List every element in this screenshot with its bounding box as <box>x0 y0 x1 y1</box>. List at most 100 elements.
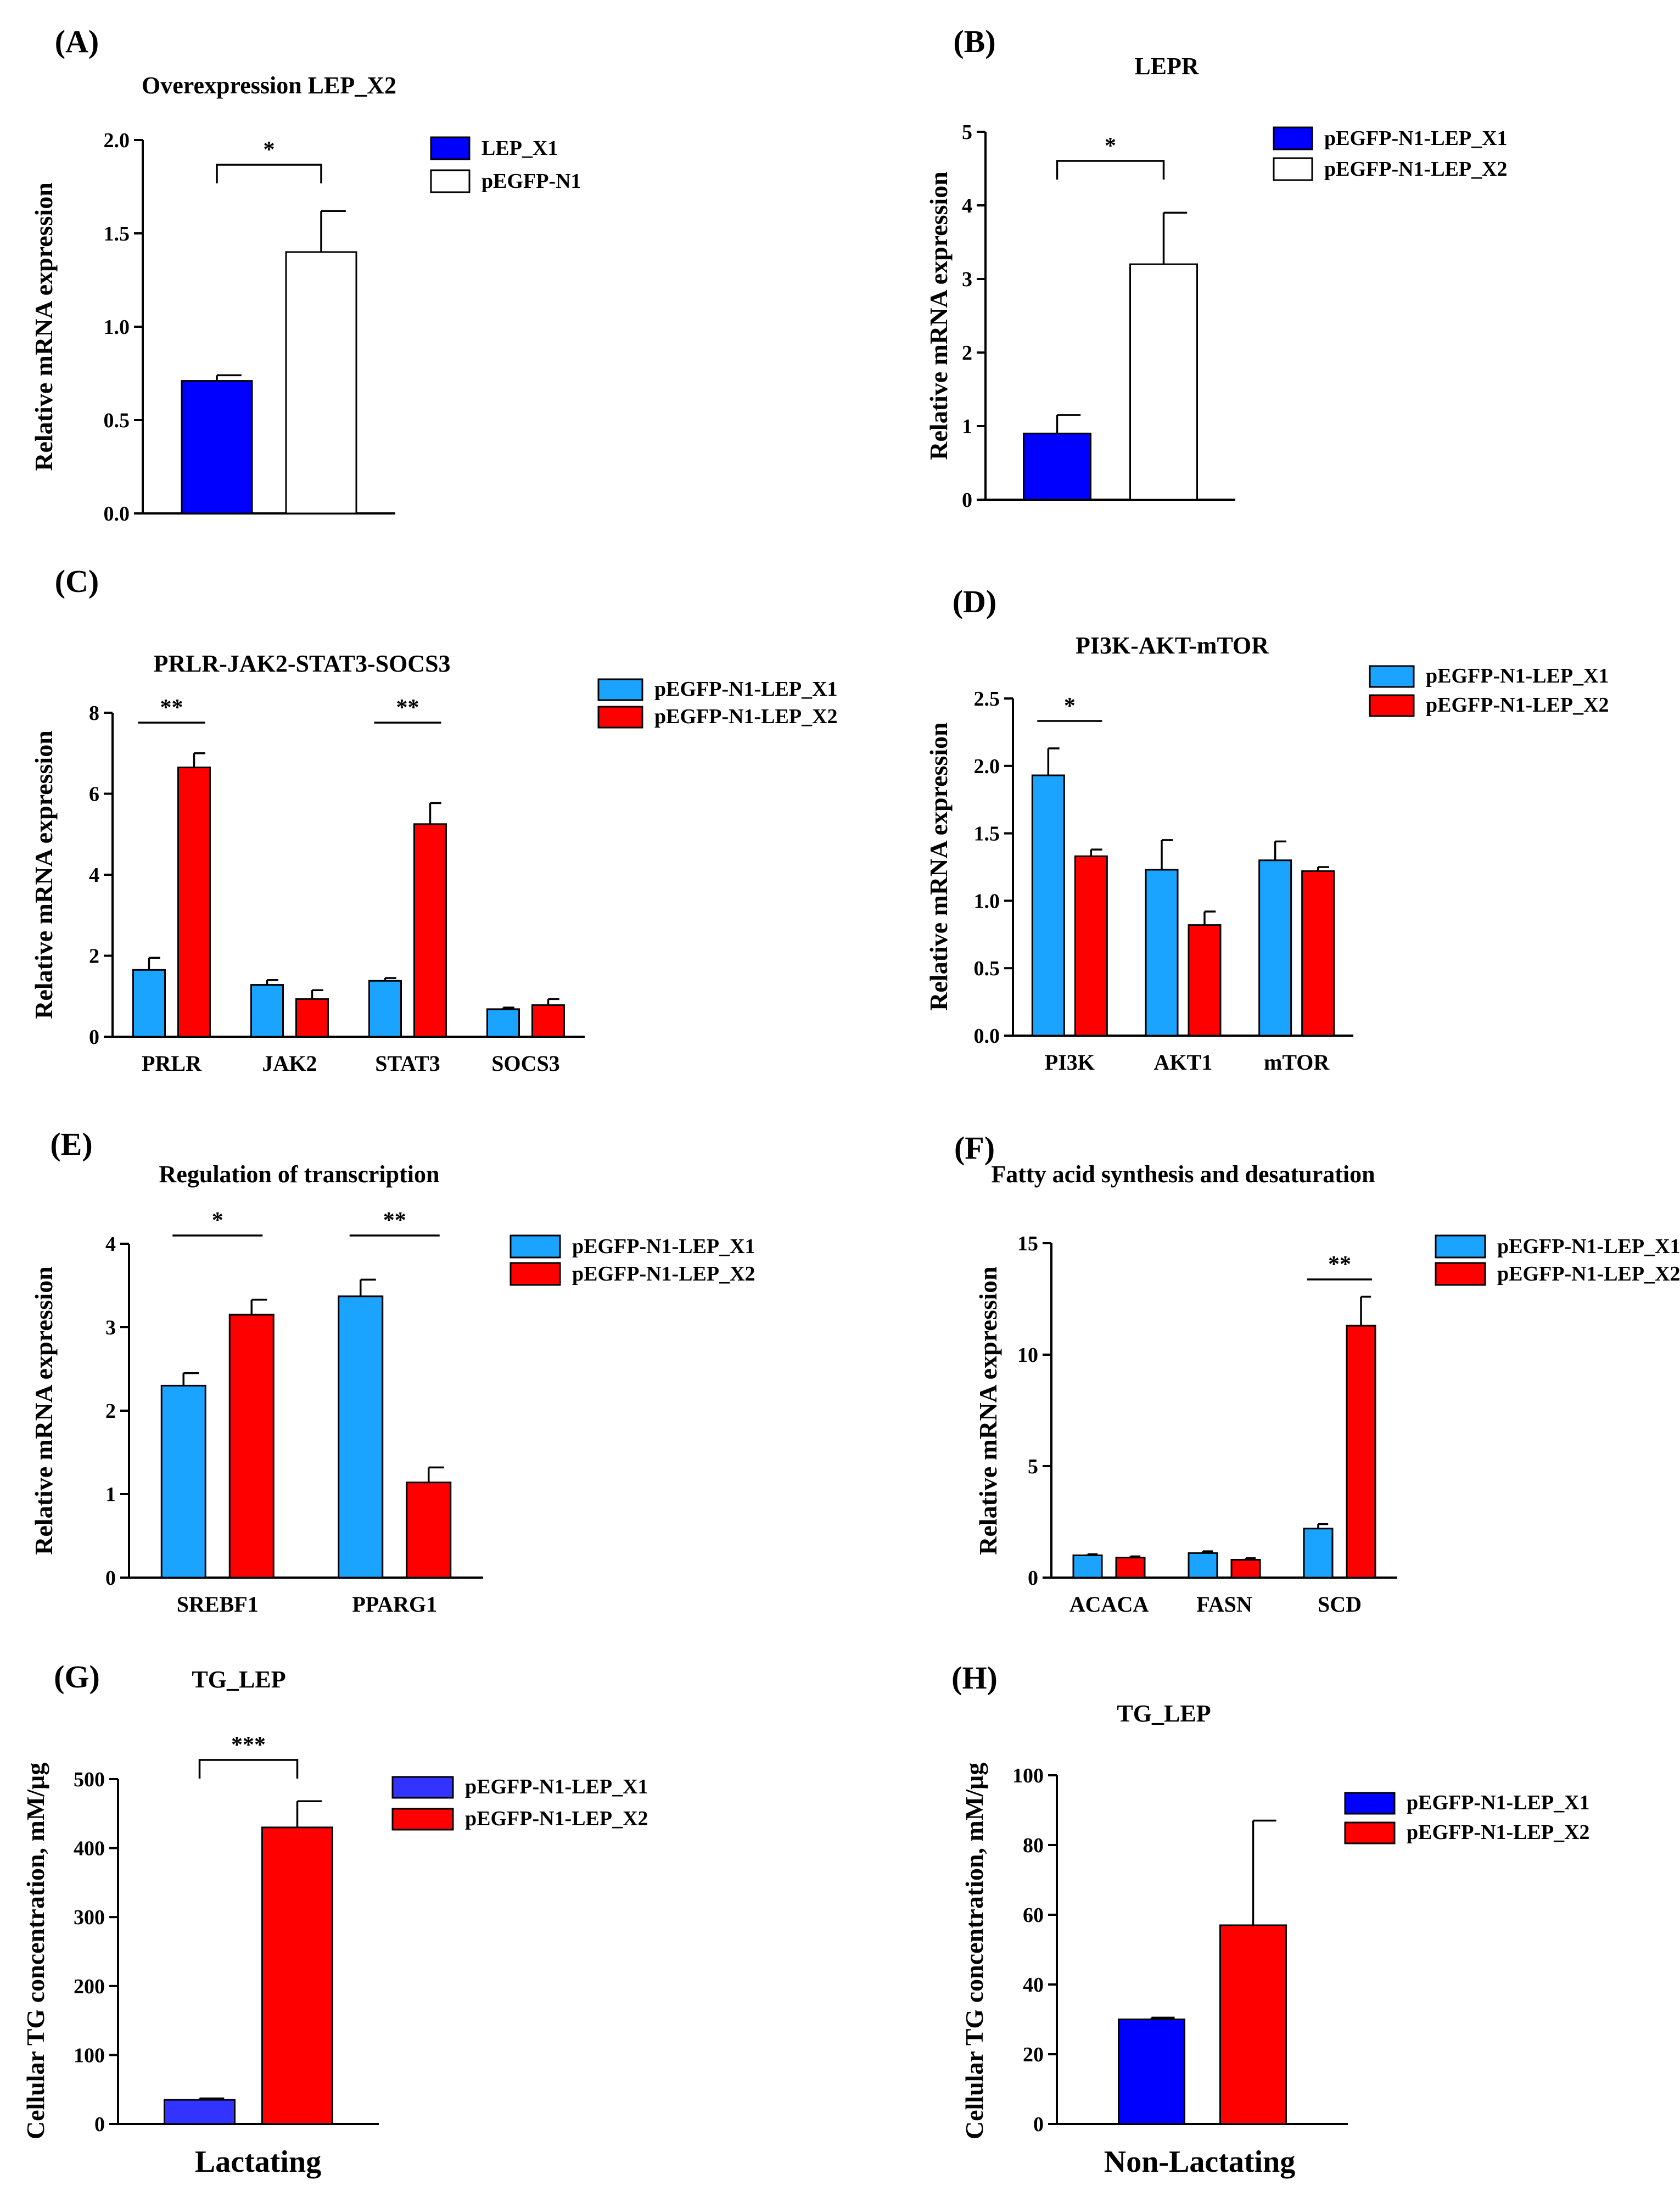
significance-marker: *** <box>231 1732 266 1758</box>
bar-pegfp-n1-lep-x2 <box>1219 1924 1287 2125</box>
y-tick-label: 0 <box>1033 2113 1044 2136</box>
panel-h: (H) TG_LEP Cellular TG concentration, mM/μ… <box>951 1660 1589 2179</box>
bar-lep-x1 <box>181 380 253 515</box>
x-axis-label: Lactating <box>195 2145 321 2179</box>
y-tick-label: 40 <box>1023 1974 1044 1997</box>
y-tick-label: 200 <box>74 1975 105 1998</box>
y-tick-label: 6 <box>89 783 99 806</box>
bar-pegfp-n1-lep-x1-prlr <box>132 969 166 1038</box>
x-category-label: JAK2 <box>262 1051 317 1076</box>
y-axis-label: Relative mRNA expression <box>925 722 953 1011</box>
x-category-label: ACACA <box>1069 1592 1149 1617</box>
bar-pegfp-n1-lep-x1-mtor <box>1258 859 1292 1037</box>
bar-pegfp-n1-lep-x1-socs3 <box>486 1008 520 1038</box>
legend-swatch <box>430 136 471 160</box>
bar-pegfp-n1-lep-x1 <box>1118 2019 1185 2125</box>
legend-swatch <box>391 1776 454 1799</box>
bar-pegfp-n1-lep-x2-stat3 <box>413 823 447 1038</box>
bar-pegfp-n1-lep-x2 <box>1129 263 1198 501</box>
panel-e: (E) Regulation of transcription Relative m… <box>30 1126 755 1617</box>
y-tick-label: 3 <box>105 1316 116 1339</box>
bar-pegfp-n1-lep-x1-acaca <box>1072 1554 1103 1579</box>
legend-label: pEGFP-N1-LEP_X1 <box>465 1775 648 1798</box>
legend-swatch <box>1435 1262 1486 1286</box>
significance-marker: ** <box>396 695 419 720</box>
y-tick-label: 400 <box>74 1837 105 1860</box>
bar-pegfp-n1-lep-x2-socs3 <box>531 1004 565 1038</box>
legend-swatch <box>1344 1821 1396 1844</box>
y-tick-label: 20 <box>1023 2043 1044 2066</box>
y-tick-label: 0.0 <box>104 502 130 526</box>
legend-label: pEGFP-N1-LEP_X1 <box>1497 1235 1680 1258</box>
panel-label: (A) <box>55 24 99 59</box>
panel-d: (D) PI3K-AKT-mTOR Relative mRNA expression… <box>925 584 1609 1075</box>
y-tick-label: 2.0 <box>104 129 130 152</box>
legend-swatch <box>1369 694 1415 717</box>
x-axis-label: Non-Lactating <box>1104 2145 1295 2179</box>
y-axis-label: Cellular TG concentration, mM/μg <box>960 1763 988 2139</box>
bar-pegfp-n1-lep-x1-pi3k <box>1031 774 1065 1037</box>
legend-label: pEGFP-N1-LEP_X2 <box>1426 694 1609 717</box>
y-tick-label: 4 <box>962 194 972 217</box>
y-tick-label: 4 <box>105 1233 116 1256</box>
y-tick-label: 15 <box>1017 1232 1038 1255</box>
panel-f: (F)Fatty acid synthesis and desaturation… <box>954 1130 1680 1617</box>
y-tick-label: 0 <box>1028 1567 1038 1590</box>
y-tick-label: 1.0 <box>974 890 1000 913</box>
y-tick-label: 0 <box>94 2113 105 2136</box>
legend-swatch <box>1273 126 1313 150</box>
y-tick-label: 1.5 <box>974 823 1000 846</box>
panel-label: (D) <box>953 584 997 619</box>
y-tick-label: 1 <box>105 1483 116 1506</box>
y-tick-label: 80 <box>1023 1834 1044 1857</box>
legend-swatch <box>597 678 643 701</box>
chart-title: TG_LEP <box>1117 1700 1211 1727</box>
bar-pegfp-n1-lep-x1 <box>1023 432 1091 501</box>
bar-pegfp-n1-lep-x2-fasn <box>1230 1559 1261 1579</box>
y-tick-label: 2 <box>105 1400 116 1423</box>
bar-pegfp-n1-lep-x2 <box>261 1826 333 2125</box>
bar-pegfp-n1-lep-x1-srebf1 <box>160 1384 206 1579</box>
legend-label: pEGFP-N1-LEP_X2 <box>654 705 838 728</box>
legend-label: pEGFP-N1-LEP_X1 <box>1407 1791 1590 1814</box>
y-tick-label: 8 <box>89 702 99 725</box>
legend-swatch <box>391 1808 454 1831</box>
y-tick-label: 10 <box>1017 1344 1038 1367</box>
chart-title: LEPR <box>1134 53 1200 80</box>
chart-title: Overexpression LEP_X2 <box>142 72 396 99</box>
bar-pegfp-n1-lep-x2-srebf1 <box>228 1313 275 1579</box>
bar-pegfp-n1-lep-x1-pparg1 <box>338 1295 384 1579</box>
panel-c: (C) PRLR-JAK2-STAT3-SOCS3 Relative mRNA ex… <box>30 563 838 1076</box>
y-tick-label: 2 <box>89 945 99 968</box>
y-axis-label: Relative mRNA expression <box>974 1266 1002 1555</box>
y-tick-label: 300 <box>74 1906 105 1929</box>
bar-pegfp-n1-lep-x2-pi3k <box>1074 855 1108 1037</box>
x-category-label: PRLR <box>142 1051 202 1076</box>
y-tick-label: 100 <box>1012 1764 1044 1787</box>
y-tick-label: 0 <box>962 489 972 512</box>
legend-label: pEGFP-N1-LEP_X1 <box>1426 664 1609 687</box>
bar-pegfp-n1-lep-x2-mtor <box>1301 870 1335 1037</box>
y-axis-label: Relative mRNA expression <box>30 1266 58 1555</box>
legend-label: pEGFP-N1 <box>481 170 581 193</box>
bar-pegfp-n1 <box>285 251 357 515</box>
significance-marker: ** <box>383 1208 406 1233</box>
y-tick-label: 0 <box>105 1567 116 1590</box>
significance-marker: * <box>212 1208 223 1233</box>
bar-pegfp-n1-lep-x1-scd <box>1303 1528 1334 1579</box>
bar-pegfp-n1-lep-x1-jak2 <box>250 984 284 1038</box>
y-tick-label: 2 <box>962 342 972 365</box>
legend-label: pEGFP-N1-LEP_X2 <box>572 1262 755 1285</box>
y-axis-label: Relative mRNA expression <box>30 182 58 471</box>
y-tick-label: 3 <box>962 268 972 291</box>
y-tick-label: 100 <box>74 2044 105 2067</box>
y-tick-label: 500 <box>74 1768 105 1791</box>
chart-title: Fatty acid synthesis and desaturation <box>991 1161 1375 1188</box>
x-category-label: SREBF1 <box>177 1592 259 1617</box>
legend-label: pEGFP-N1-LEP_X2 <box>1407 1821 1590 1844</box>
y-tick-label: 4 <box>89 864 99 887</box>
bar-pegfp-n1-lep-x2-akt1 <box>1188 924 1222 1037</box>
y-tick-label: 5 <box>1028 1455 1038 1478</box>
panel-label: (F) <box>954 1130 995 1166</box>
x-category-label: PI3K <box>1045 1050 1095 1075</box>
